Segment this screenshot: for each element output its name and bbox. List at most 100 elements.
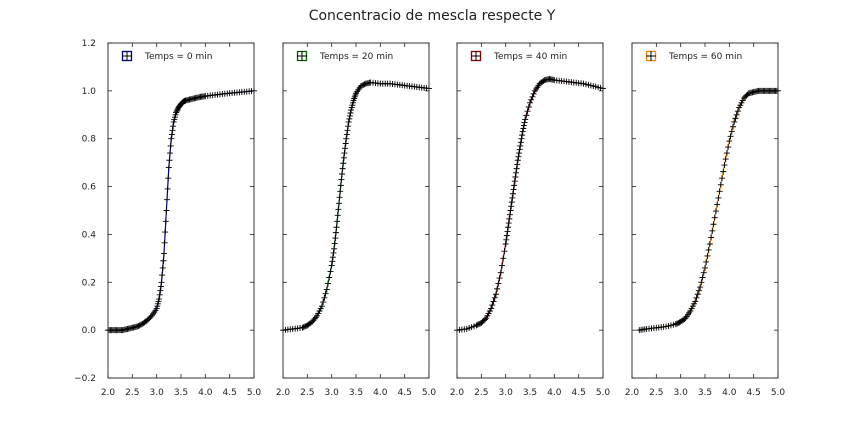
data-point bbox=[502, 241, 509, 247]
data-point bbox=[711, 214, 718, 221]
data-point bbox=[162, 218, 169, 225]
data-point bbox=[323, 286, 330, 293]
data-point bbox=[514, 161, 521, 168]
x-tick-label: 3.0 bbox=[674, 388, 689, 398]
x-tick-label: 5.0 bbox=[247, 388, 262, 398]
data-point bbox=[530, 90, 537, 97]
data-point bbox=[160, 257, 167, 264]
data-point bbox=[488, 305, 495, 312]
data-point bbox=[500, 255, 507, 262]
data-point bbox=[332, 229, 339, 236]
series-line-0 bbox=[108, 90, 255, 331]
data-point bbox=[709, 227, 716, 234]
data-point bbox=[329, 258, 336, 265]
data-point bbox=[164, 196, 171, 203]
data-point bbox=[511, 178, 518, 185]
data-point bbox=[698, 279, 705, 286]
legend-1: Temps = 20 min bbox=[296, 50, 393, 62]
data-point bbox=[496, 275, 503, 282]
data-point bbox=[346, 112, 353, 119]
data-point bbox=[512, 174, 519, 180]
y-tick-label: 0.0 bbox=[82, 326, 97, 336]
data-point bbox=[693, 294, 700, 301]
data-point bbox=[517, 139, 524, 146]
x-tick-label: 2.5 bbox=[125, 388, 139, 398]
data-point bbox=[522, 116, 529, 123]
data-point bbox=[161, 239, 168, 246]
data-point bbox=[719, 175, 726, 182]
x-tick-label: 5.0 bbox=[771, 388, 786, 398]
x-tick-label: 4.5 bbox=[223, 388, 237, 398]
x-tick-label: 5.0 bbox=[422, 388, 437, 398]
axes-frame bbox=[282, 42, 430, 379]
x-tick-label: 4.5 bbox=[747, 388, 761, 398]
data-point bbox=[516, 146, 523, 153]
data-point bbox=[328, 262, 335, 269]
data-point bbox=[509, 190, 516, 197]
data-point bbox=[529, 93, 536, 100]
data-point bbox=[330, 249, 337, 256]
data-point bbox=[159, 264, 166, 271]
x-tick-label: 2.5 bbox=[649, 388, 663, 398]
y-tick-label: −0.2 bbox=[74, 374, 96, 384]
data-point bbox=[705, 246, 712, 253]
data-point bbox=[167, 142, 174, 149]
legend-label: Temps = 40 min bbox=[493, 52, 567, 62]
legend-marker-cross bbox=[122, 51, 132, 61]
legend-marker-cross bbox=[646, 51, 656, 61]
data-point bbox=[732, 115, 739, 122]
data-point bbox=[326, 274, 333, 281]
data-point bbox=[338, 176, 345, 183]
data-point bbox=[160, 250, 167, 257]
legend-0: Temps = 0 min bbox=[121, 50, 213, 62]
legend-label: Temps = 20 min bbox=[319, 52, 393, 62]
data-point bbox=[717, 181, 724, 188]
x-tick-label: 3.0 bbox=[325, 388, 340, 398]
x-tick-label: 3.0 bbox=[499, 388, 514, 398]
legend-marker-cross bbox=[471, 51, 481, 61]
y-tick-label: 0.2 bbox=[82, 278, 96, 288]
data-point bbox=[343, 135, 350, 142]
data-point bbox=[320, 299, 327, 306]
subplot-1: 2.0 2.5 3.0 3.5 4.0 4.5 5.0 Temps = 20 min bbox=[276, 42, 437, 398]
data-point bbox=[694, 291, 701, 298]
legend-3: Temps = 60 min bbox=[645, 50, 742, 62]
chart-title: Concentracio de mescla respecte Y bbox=[309, 8, 556, 24]
legend-marker-cross bbox=[297, 51, 307, 61]
axes-frame bbox=[631, 42, 779, 379]
x-tick-label: 3.5 bbox=[698, 388, 712, 398]
data-point bbox=[733, 111, 740, 118]
data-point bbox=[728, 128, 735, 135]
data-point bbox=[528, 96, 535, 103]
data-point bbox=[165, 164, 172, 171]
data-point bbox=[342, 145, 349, 152]
data-point bbox=[726, 138, 733, 145]
data-point bbox=[516, 150, 523, 157]
x-tick-label: 3.5 bbox=[174, 388, 188, 398]
data-point bbox=[492, 291, 499, 298]
data-point bbox=[166, 157, 173, 164]
data-point bbox=[339, 165, 346, 172]
y-tick-label: 0.4 bbox=[82, 230, 97, 240]
data-point bbox=[704, 252, 711, 259]
data-point bbox=[164, 185, 171, 192]
data-point bbox=[491, 294, 498, 301]
data-point bbox=[156, 291, 163, 298]
x-tick-label: 2.0 bbox=[625, 388, 640, 398]
x-tick-label: 2.5 bbox=[300, 388, 314, 398]
data-point bbox=[511, 182, 518, 189]
data-point bbox=[342, 140, 349, 147]
data-point bbox=[321, 294, 328, 301]
data-point bbox=[497, 269, 504, 276]
data-point bbox=[312, 314, 319, 321]
axes-frame bbox=[456, 42, 604, 379]
data-point bbox=[499, 262, 506, 269]
data-point bbox=[508, 203, 515, 210]
x-tick-label: 2.0 bbox=[276, 388, 291, 398]
data-point bbox=[170, 123, 177, 130]
data-point bbox=[339, 171, 346, 178]
subplot-0: 2.0 2.5 3.0 3.5 4.0 4.5 5.0 −0.2 0.0 0.2 0.4 0.6 0.8… bbox=[74, 39, 261, 398]
data-point bbox=[510, 186, 517, 193]
data-point bbox=[697, 284, 704, 291]
series-line-2 bbox=[456, 78, 604, 331]
